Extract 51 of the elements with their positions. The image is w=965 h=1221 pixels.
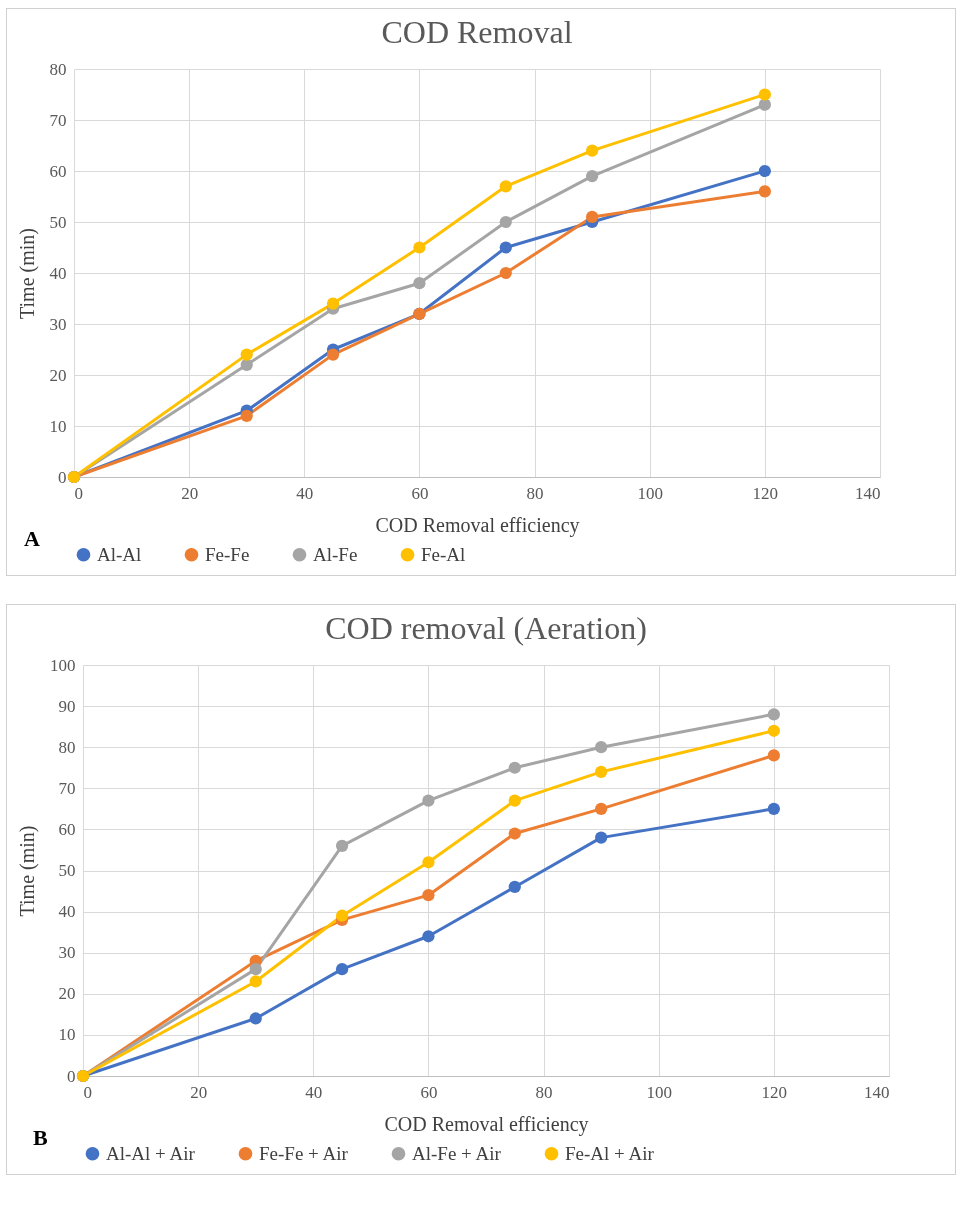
text: B <box>33 1125 48 1150</box>
y-tick-label: 90 <box>58 696 76 716</box>
x-tick-label: 20 <box>190 1082 208 1102</box>
y-tick-label: 40 <box>58 902 76 922</box>
y-tick-label: 30 <box>58 943 76 963</box>
y-tick-label: 50 <box>49 212 67 232</box>
y-tick-label: 20 <box>58 984 76 1004</box>
y-tick-label: 60 <box>58 819 76 839</box>
y-axis-title: Time (min) <box>16 825 39 917</box>
x-tick-label: 120 <box>752 483 779 503</box>
x-tick-label: 60 <box>420 1082 438 1102</box>
legend-label: Al-Al <box>97 543 142 565</box>
x-tick-label: 140 <box>855 483 881 503</box>
chart-title: COD removal (Aeration) <box>325 610 647 646</box>
y-tick-label: 60 <box>49 161 67 181</box>
x-tick-label: 80 <box>535 1082 553 1102</box>
x-tick-label: 140 <box>864 1082 890 1102</box>
x-tick-label: 40 <box>296 483 314 503</box>
y-tick-label: 50 <box>58 861 76 880</box>
x-tick-label: 0 <box>83 1082 92 1102</box>
y-tick-label: 70 <box>58 778 76 798</box>
x-tick-label: 120 <box>761 1082 788 1102</box>
legend-label: Fe-Fe <box>205 543 250 565</box>
text: A <box>24 526 40 551</box>
y-tick-label: 0 <box>58 467 67 487</box>
x-tick-label: 100 <box>637 483 663 503</box>
legend-label: Fe-Al + Air <box>565 1142 655 1164</box>
y-tick-label: 70 <box>49 110 67 130</box>
y-tick-label: 10 <box>49 416 67 436</box>
y-tick-label: 10 <box>58 1025 76 1045</box>
x-axis-title: COD Removal efficiency <box>375 513 580 537</box>
y-tick-label: 80 <box>58 737 76 757</box>
chart-title: COD Removal <box>381 14 573 50</box>
x-tick-label: 100 <box>646 1082 672 1102</box>
y-tick-label: 80 <box>49 59 67 79</box>
y-tick-label: 0 <box>67 1066 76 1086</box>
x-tick-label: 20 <box>181 483 199 503</box>
legend-label: Al-Fe + Air <box>412 1142 502 1164</box>
y-axis-title: Time (min) <box>15 228 39 319</box>
y-tick-label: 30 <box>49 314 67 334</box>
legend-label: Al-Al + Air <box>106 1142 196 1164</box>
y-tick-label: 100 <box>50 655 76 675</box>
x-axis-title: COD Removal efficiency <box>384 1112 589 1136</box>
y-tick-label: 40 <box>49 263 67 283</box>
x-tick-label: 60 <box>411 483 429 503</box>
legend-label: Al-Fe <box>313 543 358 565</box>
y-tick-label: 20 <box>49 365 67 385</box>
legend-label: Fe-Fe + Air <box>259 1142 349 1164</box>
x-tick-label: 40 <box>305 1082 323 1102</box>
x-tick-label: 80 <box>526 483 544 503</box>
legend-label: Fe-Al <box>421 543 466 565</box>
